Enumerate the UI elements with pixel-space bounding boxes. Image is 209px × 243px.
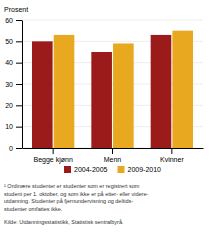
grid-line (22, 20, 203, 21)
y-tick-label: 50 (5, 38, 13, 45)
y-tick-mark (16, 148, 22, 149)
y-tick-label: 20 (5, 102, 13, 109)
legend: 2004-2005 2009-2010 (64, 166, 161, 173)
x-tick: Menn (104, 148, 122, 163)
x-tick-mark (53, 148, 54, 154)
bars (32, 31, 193, 148)
bar (54, 35, 75, 148)
y-tick-label: 40 (5, 59, 13, 66)
x-tick-label: Menn (104, 156, 122, 163)
y-tick-mark (16, 41, 22, 42)
x-tick-label: Kvinner (160, 156, 184, 163)
y-tick: 0 (9, 145, 22, 152)
y-tick: 20 (5, 102, 22, 109)
annotation: studenter omfattes ikke. (4, 206, 63, 212)
y-tick: 60 (5, 17, 22, 24)
annotation: student per 1. oktober, og som ikke er p… (4, 191, 148, 197)
y-tick-label: 30 (5, 81, 13, 88)
annotation: utdanning. Studenter på fjernundervisnin… (4, 198, 133, 204)
y-tick-mark (16, 20, 22, 21)
y-tick-label: 10 (5, 123, 13, 130)
x-tick: Begge kjønn (33, 148, 72, 164)
y-axis-line (22, 21, 23, 149)
bar (91, 52, 112, 148)
x-tick-mark (112, 148, 113, 154)
y-tick: 40 (5, 59, 22, 66)
bar (32, 41, 53, 148)
y-tick: 50 (5, 38, 22, 45)
legend-item: 2004-2005 (64, 166, 108, 173)
x-tick-label: Begge kjønn (33, 156, 72, 164)
grid (22, 20, 203, 148)
y-tick-mark (16, 127, 22, 128)
y-tick: 10 (5, 123, 22, 130)
y-tick-mark (16, 105, 22, 106)
legend-swatch (118, 166, 125, 173)
chart: Prosent 0 10 20 30 40 50 60 Begge kjønn Menn Kvinn… (0, 0, 209, 243)
annotation: ¹ Ordinære studenter er studenter som er… (4, 183, 140, 189)
bar (113, 43, 134, 148)
legend-label: 2004-2005 (74, 166, 108, 173)
y-tick-label: 60 (5, 17, 13, 24)
y-axis-label: Prosent (4, 6, 28, 13)
legend-label: 2009-2010 (128, 166, 162, 173)
x-tick-mark (171, 148, 172, 154)
bar-series (54, 31, 193, 148)
x-axis: Begge kjønn Menn Kvinner (23, 148, 204, 164)
legend-item: 2009-2010 (118, 166, 162, 173)
x-tick: Kvinner (160, 148, 184, 163)
y-tick: 30 (5, 81, 22, 88)
y-axis: 0 10 20 30 40 50 60 (5, 17, 22, 152)
bar (172, 31, 193, 148)
bar-series (32, 35, 171, 148)
y-tick-mark (16, 84, 22, 85)
y-tick-label: 0 (9, 145, 13, 152)
plot: 0 10 20 30 40 50 60 Begge kjønn Menn Kvinner (5, 17, 203, 164)
annotation: Kilde: Utdanningsstatistikk, Statistisk … (4, 219, 124, 225)
bar (151, 35, 172, 148)
y-tick-mark (16, 63, 22, 64)
legend-swatch (64, 166, 71, 173)
